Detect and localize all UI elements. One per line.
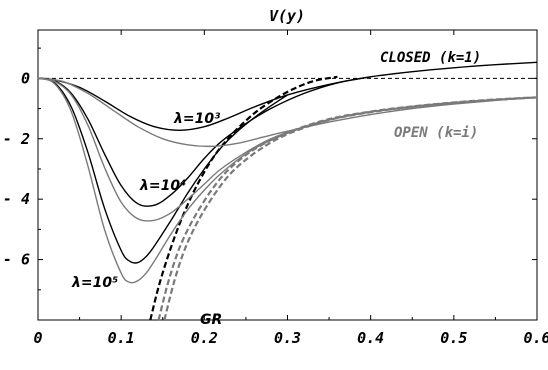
label-lambda-1e4: λ=10⁴: [139, 178, 186, 194]
label-lambda-1e5: λ=10⁵: [71, 275, 118, 291]
x-tick-label: 0.4: [357, 329, 384, 347]
closed-series-2: [37, 77, 288, 264]
y-tick-label: - 4: [3, 190, 30, 208]
reference-lines: [37, 30, 537, 320]
x-tick-label: 0.1: [108, 329, 135, 347]
x-ticks: 0 0.1 0.2 0.3 0.4 0.5 0.6: [33, 30, 548, 347]
closed-series-1: [37, 76, 371, 207]
closed-series-3: [149, 75, 338, 321]
x-tick-label: 0.6: [523, 329, 548, 347]
closed-series-0: [37, 61, 538, 132]
label-gr: GR: [200, 312, 222, 328]
open-series-8: [163, 96, 538, 321]
y-tick-label: - 6: [3, 251, 30, 269]
open-series-4: [37, 77, 538, 148]
x-tick-label: 0: [33, 329, 42, 347]
x-tick-label: 0.2: [191, 329, 218, 347]
label-closed: CLOSED (k=1): [380, 50, 481, 66]
chart-title: V(y): [269, 7, 305, 25]
y-ticks: 0 - 2 - 4 - 6: [3, 47, 537, 291]
x-tick-label: 0.3: [274, 329, 301, 347]
open-series-7: [157, 96, 538, 321]
curves: [37, 61, 538, 321]
label-open: OPEN (k=i): [394, 125, 478, 141]
y-tick-label: 0: [21, 69, 30, 87]
y-tick-label: - 2: [3, 130, 30, 148]
x-tick-label: 0.5: [440, 329, 467, 347]
open-series-6: [37, 77, 538, 284]
label-lambda-1e3: λ=10³: [173, 111, 220, 127]
